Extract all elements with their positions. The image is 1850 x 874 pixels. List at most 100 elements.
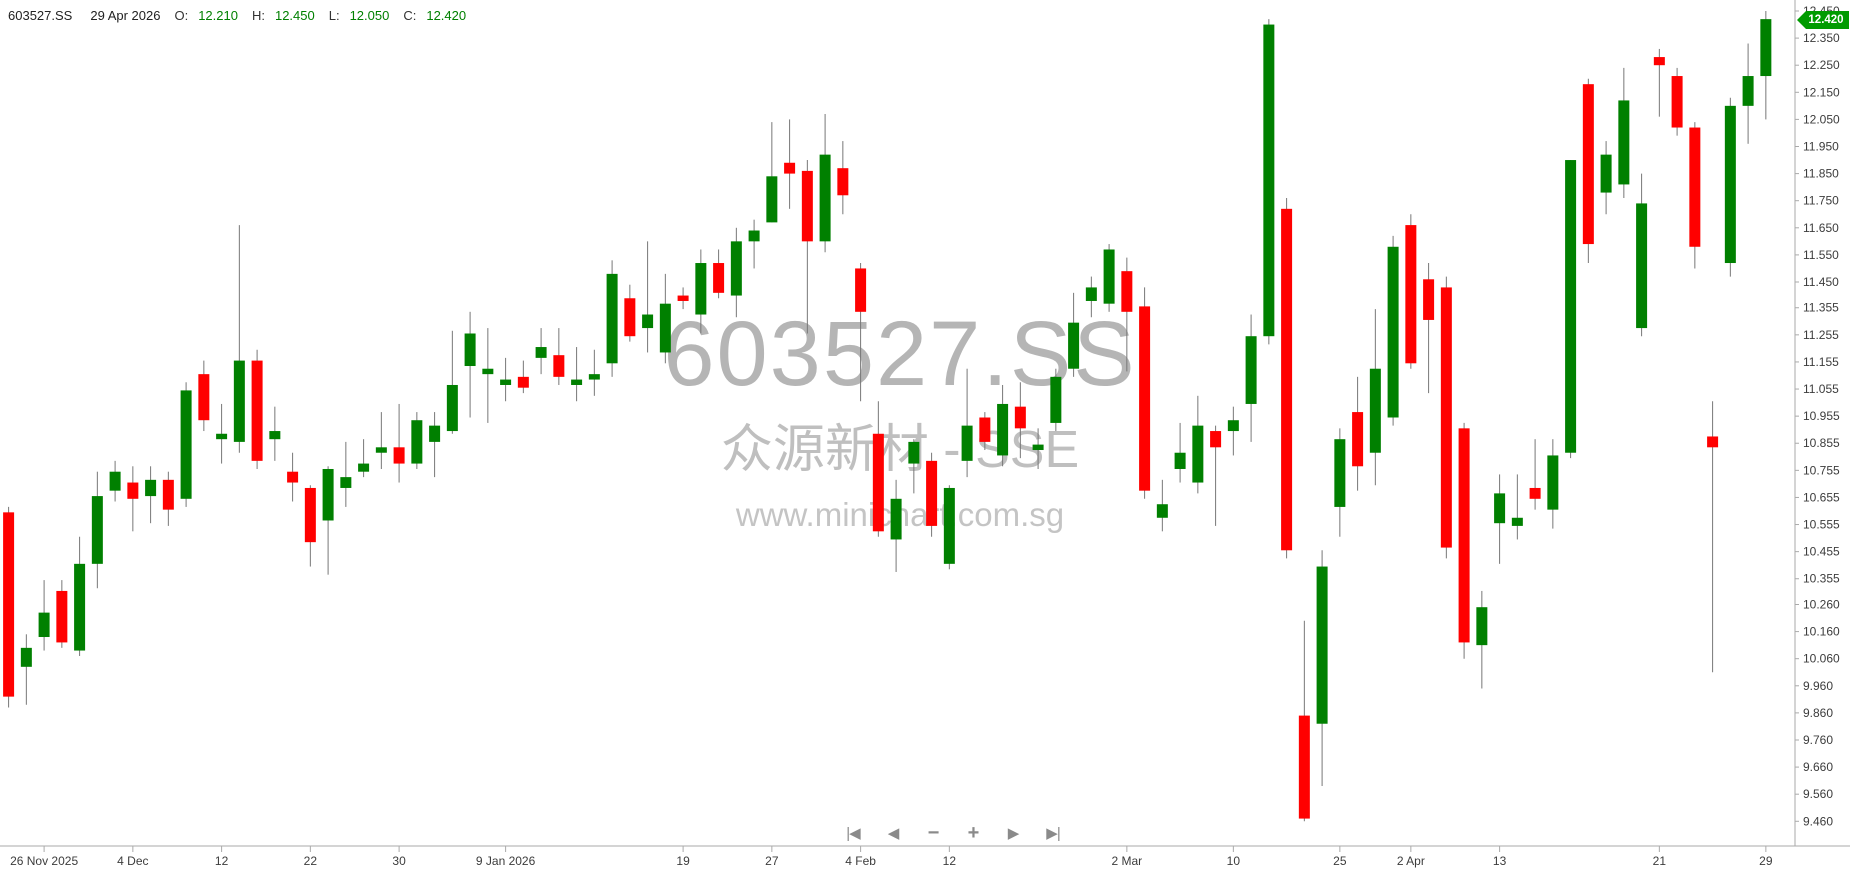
candle-up [1050,376,1062,423]
date-tick-label: 13 [1493,854,1507,868]
candle-down [1458,428,1470,643]
price-tick-label: 10.260 [1803,597,1840,611]
date-tick-label: 22 [304,854,318,868]
candle-down [713,263,725,293]
candle-down [304,487,316,543]
step-forward-button[interactable]: ▶ [1007,825,1020,842]
price-tick-label: 11.255 [1803,328,1839,342]
candle-up [269,431,281,440]
candle-up [1369,368,1381,453]
price-tick-label: 10.755 [1803,463,1840,477]
candle-down [855,268,867,312]
candle-down [251,360,263,461]
candle-down [801,170,813,242]
chart-controls: |◀ ◀ − + ▶ ▶| [840,820,1066,846]
candle-up [819,154,831,242]
candle-up [766,176,778,223]
price-tick-label: 9.660 [1803,760,1833,774]
candle-up [1174,452,1186,469]
candle-up [1565,160,1577,453]
symbol-label: 603527.SS [8,8,73,23]
candle-up [500,379,512,385]
price-tick-label: 10.955 [1803,409,1840,423]
close-label: C: [403,8,417,23]
candle-up [340,477,352,488]
low-value: 12.050 [349,8,390,23]
candle-down [162,479,174,510]
candle-down [1014,406,1026,429]
step-back-button[interactable]: ◀ [887,825,900,842]
price-tick-label: 9.960 [1803,679,1833,693]
candle-down [1281,208,1293,551]
price-tick-label: 9.460 [1803,814,1833,828]
candle-down [393,447,405,464]
zoom-in-button[interactable]: + [967,821,980,844]
candle-up [91,496,103,564]
open-value: 12.210 [198,8,238,23]
candle-up [606,273,618,364]
candle-down [784,162,796,174]
candle-down [127,482,139,499]
skip-to-start-button[interactable]: |◀ [846,825,860,842]
candle-up [109,471,121,491]
candle-up [482,368,494,375]
zoom-out-button[interactable]: − [927,821,940,844]
candle-down [1352,412,1364,467]
candle-up [233,360,245,442]
price-tick-label: 10.060 [1803,652,1840,666]
price-tick-label: 12.050 [1803,112,1840,126]
candle-up [74,563,86,651]
price-tick-label: 10.555 [1803,518,1840,532]
price-tick-label: 11.850 [1803,167,1839,181]
date-tick-label: 21 [1653,854,1667,868]
candle-down [926,460,938,526]
candle-down [979,417,991,442]
candle-up [908,441,920,464]
candle-down [624,298,636,337]
candle-up [1600,154,1612,193]
price-tick-label: 10.160 [1803,625,1840,639]
candle-up [1494,493,1506,524]
date-tick-label: 4 Dec [117,854,148,868]
date-tick-label: 2 Mar [1112,854,1143,868]
candle-down [1121,271,1133,312]
price-tick-label: 9.760 [1803,733,1833,747]
candle-down [517,376,529,388]
price-tick-label: 10.455 [1803,545,1840,559]
price-tick-label: 11.450 [1803,275,1839,289]
candle-down [1529,487,1541,499]
date-tick-label: 25 [1333,854,1347,868]
ohlc-header: 603527.SS 29 Apr 2026 O: 12.210 H: 12.45… [8,8,480,24]
date-tick-label: 30 [392,854,406,868]
candle-up [1476,607,1488,646]
candle-down [287,471,299,483]
date-tick-label: 12 [943,854,957,868]
candle-up [20,647,32,667]
price-tick-label: 11.950 [1803,140,1839,154]
candle-up [429,425,441,442]
open-label: O: [174,8,189,23]
candle-down [1405,225,1417,364]
candle-up [1742,76,1754,106]
date-tick-label: 9 Jan 2026 [476,854,536,868]
price-tick-label: 11.355 [1803,301,1839,315]
candle-up [145,479,157,497]
candle-down [1671,76,1683,128]
price-tick-label: 9.860 [1803,706,1833,720]
candle-up [1511,517,1523,526]
date-tick-label: 2 Apr [1397,854,1425,868]
candle-up [180,390,192,499]
candle-up [730,241,742,296]
candle-up [1085,287,1097,301]
skip-to-end-button[interactable]: ▶| [1046,825,1060,842]
date-tick-label: 4 Feb [845,854,876,868]
candle-up [642,314,654,329]
candle-up [588,374,600,380]
candle-down [1423,279,1435,320]
candle-up [1245,336,1257,404]
candle-up [997,403,1009,456]
candle-up [748,230,760,242]
candle-up [411,420,423,464]
